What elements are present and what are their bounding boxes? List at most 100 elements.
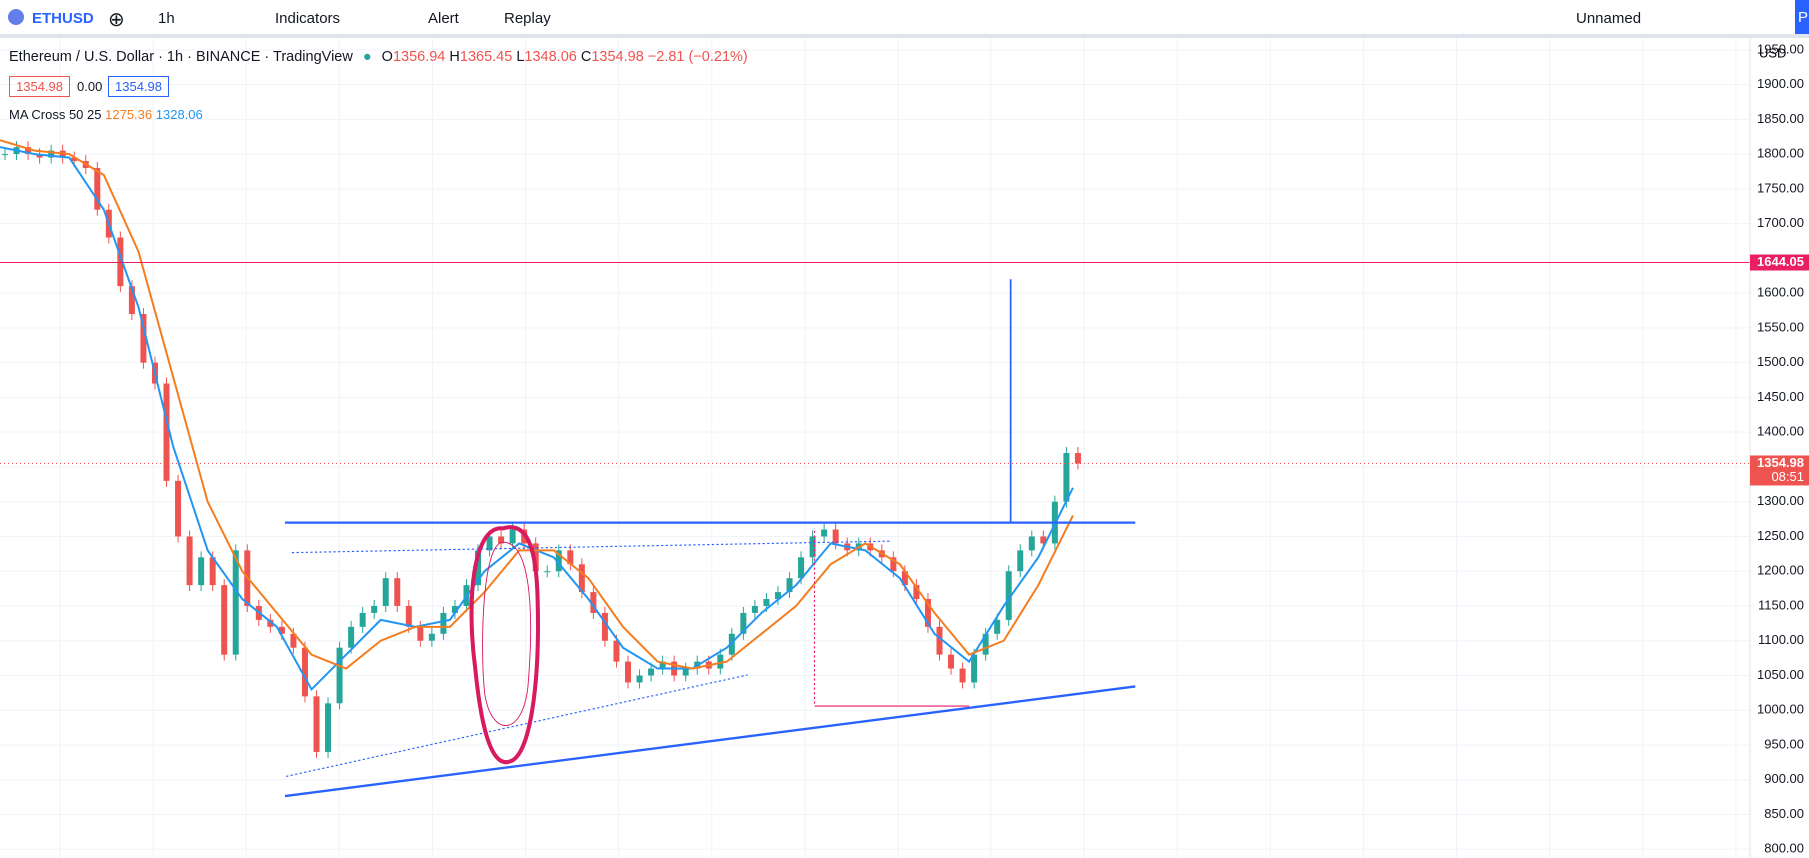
candle <box>371 605 378 613</box>
bid: 1354.98 <box>9 76 70 97</box>
candle <box>751 605 758 613</box>
y-tick-label: 1700.00 <box>1757 215 1804 230</box>
ma-fast: 1328.06 <box>155 107 203 122</box>
candle <box>982 633 989 655</box>
candle <box>1017 550 1024 572</box>
y-tick-label: 1800.00 <box>1757 146 1804 161</box>
candle <box>394 578 401 606</box>
indicator-legend: MA Cross 50 25 1275.36 1328.06 <box>9 107 203 122</box>
price-tag-label: 1644.05 <box>1757 254 1804 269</box>
plot <box>0 139 1750 758</box>
y-tick-label: 1600.00 <box>1757 285 1804 300</box>
candle <box>278 626 285 634</box>
candle <box>601 612 608 641</box>
drawings <box>284 279 1136 798</box>
candle <box>659 661 666 669</box>
candle <box>451 605 458 613</box>
candle <box>613 640 620 662</box>
candle <box>36 154 43 158</box>
candle <box>198 557 205 586</box>
candle <box>313 696 320 752</box>
price-tag-label: 1354.98 <box>1757 455 1804 470</box>
candle <box>624 661 631 683</box>
candle <box>578 564 585 593</box>
y-tick-label: 900.00 <box>1764 771 1804 786</box>
candle <box>405 605 412 627</box>
ma-slow: 1275.36 <box>105 107 153 122</box>
candle <box>486 536 493 551</box>
alert[interactable]: Alert <box>428 10 459 27</box>
countdown: 08:51 <box>1771 469 1804 484</box>
symbol[interactable]: ETHUSD <box>32 10 94 27</box>
candle <box>786 578 793 593</box>
y-tick-label: 1200.00 <box>1757 563 1804 578</box>
candle <box>163 383 170 481</box>
price-tag <box>1750 455 1809 486</box>
candle <box>175 480 182 537</box>
candle <box>636 675 643 683</box>
candle <box>2 154 8 156</box>
dotted-line <box>285 674 748 778</box>
y-tick-label: 1500.00 <box>1757 354 1804 369</box>
candle <box>936 626 943 655</box>
y-tick-label: 1750.00 <box>1757 180 1804 195</box>
candle <box>948 654 955 669</box>
layout-name[interactable]: Unnamed <box>1576 10 1642 27</box>
y-tick-label: 1250.00 <box>1757 528 1804 543</box>
replay[interactable]: Replay <box>504 10 551 27</box>
candle <box>924 599 931 627</box>
legend: Ethereum / U.S. Dollar · 1h · BINANCE · … <box>9 49 748 65</box>
indicators[interactable]: Indicators <box>275 10 341 27</box>
candle <box>128 286 135 314</box>
currency: USD <box>1759 45 1786 60</box>
support-trendline <box>284 685 1136 798</box>
ask: 1354.98 <box>108 76 169 97</box>
ma-line <box>0 139 1074 670</box>
y-tick-label: 800.00 <box>1764 841 1804 856</box>
y-tick-label: 1950.00 <box>1757 41 1804 56</box>
publish[interactable]: P <box>1795 0 1809 34</box>
candle <box>821 529 828 537</box>
candle <box>325 703 332 752</box>
coin-icon <box>8 9 24 25</box>
y-tick-label: 1050.00 <box>1757 667 1804 682</box>
candle <box>290 633 297 648</box>
candle <box>382 578 389 606</box>
candle <box>994 619 1001 634</box>
candle <box>94 168 101 210</box>
low-label: L <box>516 49 525 65</box>
spread: 0.00 <box>77 79 103 94</box>
candle <box>221 585 228 655</box>
highlight-ellipse-inner <box>482 541 532 726</box>
candle <box>1040 536 1047 544</box>
add-symbol[interactable]: ⊕ <box>108 9 125 31</box>
candle <box>509 529 516 544</box>
high-label: H <box>449 49 460 65</box>
candle <box>774 592 781 600</box>
candle <box>763 599 770 606</box>
candle <box>959 668 966 683</box>
grid <box>0 38 1750 858</box>
y-tick-label: 1150.00 <box>1758 597 1804 612</box>
axis-labels: 800.00 850.00 900.00 950.00 1000.00 1050.00 11… <box>1750 41 1809 856</box>
interval[interactable]: 1h <box>158 10 175 27</box>
change: −2.81 (−0.21%) <box>647 49 748 65</box>
candle <box>901 571 908 586</box>
candle <box>186 536 193 586</box>
candle <box>117 237 124 287</box>
candle <box>301 647 308 697</box>
candle <box>1074 453 1081 464</box>
candle <box>682 668 689 676</box>
symbol-title: Ethereum / U.S. Dollar · 1h · BINANCE · … <box>9 49 353 65</box>
y-tick-label: 950.00 <box>1764 736 1804 751</box>
candle <box>440 612 447 634</box>
y-tick-label: 1300.00 <box>1757 493 1804 508</box>
candle <box>1063 453 1070 502</box>
close: 1354.98 <box>591 49 644 65</box>
y-tick-label: 1850.00 <box>1757 111 1804 126</box>
dotted-line <box>291 540 892 554</box>
low: 1348.06 <box>524 49 577 65</box>
